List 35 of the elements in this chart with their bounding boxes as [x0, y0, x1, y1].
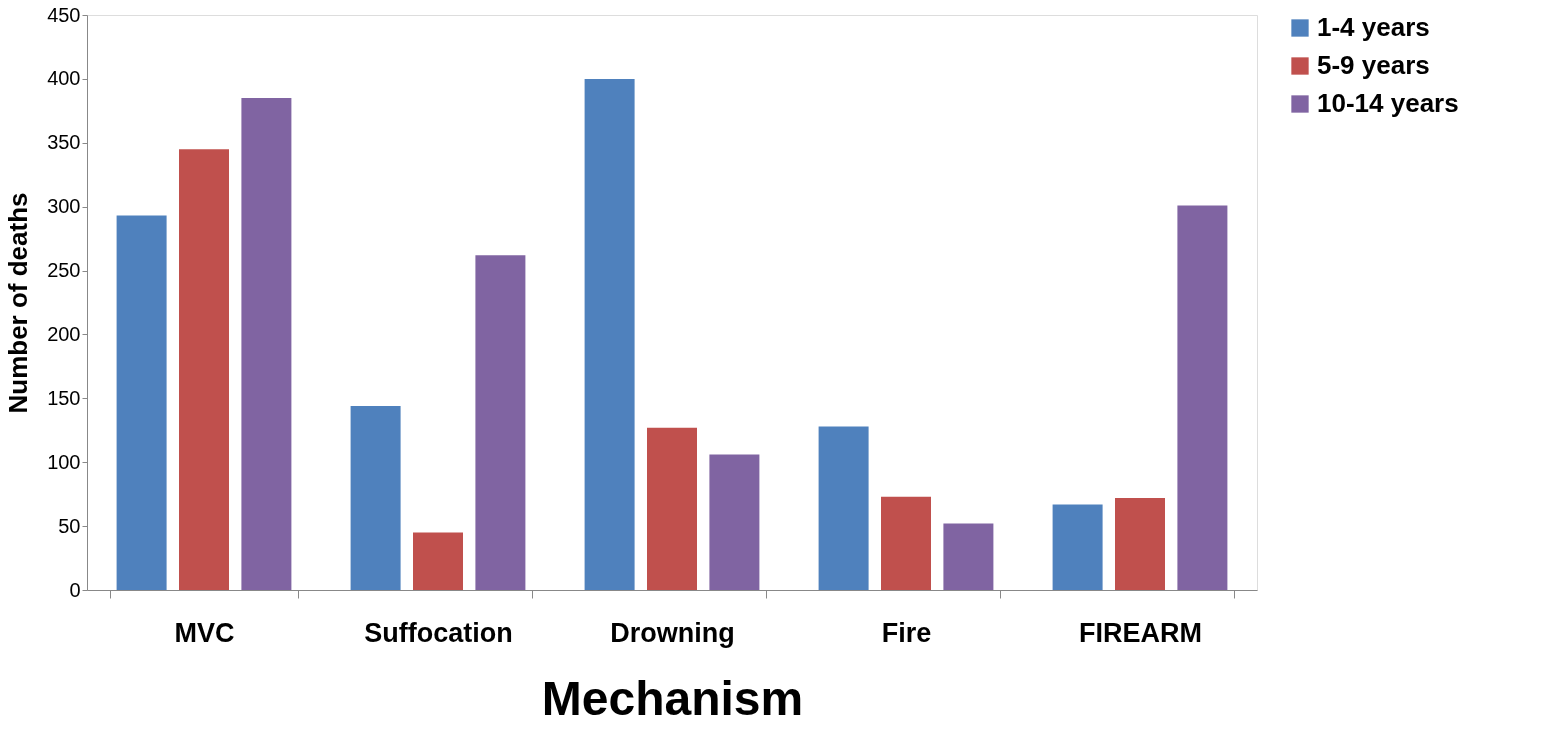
y-tick-label: 350	[47, 131, 81, 154]
x-tick-label: FIREARM	[1079, 617, 1202, 648]
y-tick-label: 150	[47, 386, 81, 409]
bar	[413, 532, 463, 590]
y-tick-label: 400	[47, 67, 81, 90]
y-tick-label: 50	[58, 514, 81, 537]
y-tick-label: 300	[47, 195, 81, 218]
y-tick-label: 450	[47, 3, 81, 26]
bar	[647, 427, 697, 590]
bar	[116, 215, 167, 590]
y-axis-title: Number of deaths	[3, 192, 34, 414]
bar	[179, 149, 229, 590]
bar	[584, 78, 635, 590]
bar	[943, 523, 994, 590]
x-tick-label: Fire	[881, 617, 932, 648]
x-tick-label: MVC	[174, 617, 235, 648]
bar	[241, 98, 292, 590]
bar	[475, 255, 526, 590]
legend-label: 1-4 years	[1317, 12, 1430, 42]
y-tick-label: 0	[69, 578, 81, 601]
bar	[1052, 504, 1103, 590]
x-axis-title: Mechanism	[541, 671, 804, 725]
bar	[1177, 205, 1228, 590]
bar	[1115, 498, 1165, 590]
y-tick-label: 250	[47, 259, 81, 282]
bar	[881, 496, 931, 590]
legend-label: 5-9 years	[1317, 50, 1430, 80]
legend-label: 10-14 years	[1317, 88, 1459, 118]
y-tick-label: 100	[47, 450, 81, 473]
bar	[818, 426, 869, 590]
y-tick-label: 200	[47, 322, 81, 345]
x-tick-label: Drowning	[610, 617, 735, 648]
bar	[350, 406, 401, 590]
x-tick-label: Suffocation	[364, 617, 513, 648]
bar	[709, 454, 760, 590]
